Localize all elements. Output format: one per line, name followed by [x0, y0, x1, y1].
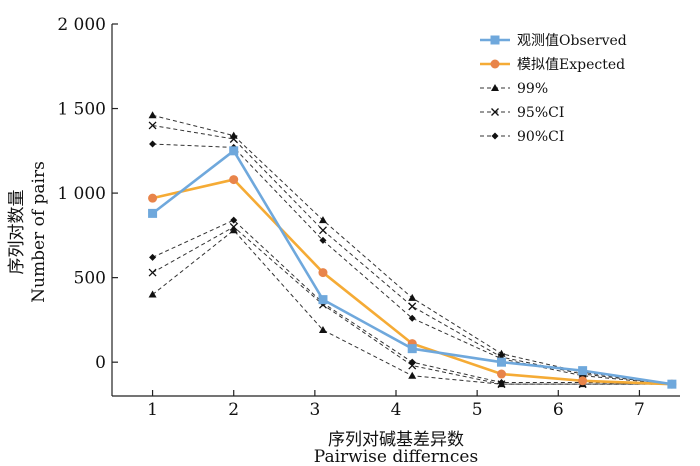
data-point-stroke-b — [319, 226, 327, 235]
legend-item: 95%CI — [480, 105, 564, 121]
legend-swatch-marker — [491, 84, 499, 91]
data-point — [148, 290, 157, 298]
data-point — [667, 379, 677, 389]
y-tick-label: 1 500 — [57, 100, 106, 120]
data-point — [148, 208, 158, 218]
data-point — [230, 216, 238, 224]
legend-item: 观测值Observed — [480, 33, 627, 49]
legend-label: 模拟值Expected — [517, 57, 625, 73]
data-point — [229, 226, 238, 234]
data-point — [408, 293, 417, 301]
x-tick-label: 3 — [309, 400, 320, 420]
data-point — [148, 111, 157, 119]
y-tick-label: 1 000 — [57, 184, 106, 204]
data-point — [229, 175, 239, 185]
data-point — [149, 140, 157, 148]
data-point — [318, 326, 327, 334]
x-tick-label: 1 — [147, 400, 158, 420]
data-point-stroke-b — [148, 121, 157, 130]
data-point — [318, 268, 328, 278]
legend-item: 90%CI — [480, 129, 564, 145]
data-point — [408, 302, 417, 311]
data-point-stroke-b — [148, 268, 157, 277]
legend-label: 99% — [517, 81, 548, 97]
x-axis-title-cn: 序列对碱基差异数 — [328, 430, 464, 450]
y-tick-label: 0 — [95, 353, 106, 373]
data-point — [319, 236, 327, 244]
data-point — [148, 193, 158, 203]
data-point — [149, 253, 157, 261]
data-point — [578, 376, 588, 386]
axes: 0 500 1 000 1 500 2 000 1 2 3 4 5 6 7 — [57, 15, 680, 420]
data-point-stroke-b — [408, 302, 417, 311]
x-tick-label: 2 — [228, 400, 239, 420]
legend-swatch-marker — [490, 35, 500, 45]
series-line — [152, 178, 672, 386]
x-tick-label: 5 — [472, 400, 483, 420]
series-5 — [149, 216, 676, 388]
data-point — [148, 121, 157, 130]
data-point — [407, 344, 417, 354]
data-point — [148, 268, 157, 277]
legend-swatch-marker-stroke-b — [491, 108, 499, 116]
x-tick-label: 4 — [391, 400, 402, 420]
data-point — [408, 371, 417, 379]
legend-label: 95%CI — [517, 105, 564, 121]
series-layer — [148, 111, 677, 389]
data-point — [229, 135, 238, 143]
y-tick-label: 500 — [74, 269, 106, 289]
legend-swatch-marker — [491, 132, 499, 140]
y-tick-label: 2 000 — [57, 15, 106, 35]
x-tick-label: 7 — [634, 400, 645, 420]
data-point — [318, 295, 328, 305]
data-point-stroke-b — [408, 361, 417, 370]
data-point — [497, 380, 506, 388]
data-point — [318, 216, 327, 224]
y-axis-title-en: Number of pairs — [29, 161, 49, 303]
data-point-stroke-b — [229, 135, 238, 143]
data-point — [496, 369, 506, 379]
legend-label: 90%CI — [517, 129, 564, 145]
data-point — [319, 226, 327, 235]
data-point — [496, 357, 506, 367]
data-point — [408, 358, 416, 366]
data-point — [408, 314, 416, 322]
data-point — [229, 146, 239, 156]
series-1 — [148, 175, 677, 389]
data-point — [578, 366, 588, 376]
legend: 观测值Observed 模拟值Expected 99% 95%CI 90%CI — [480, 33, 627, 145]
series-0 — [148, 146, 677, 389]
legend-swatch-marker — [491, 108, 499, 116]
y-axis-title-cn: 序列对数量 — [7, 190, 27, 275]
legend-item: 模拟值Expected — [480, 57, 625, 73]
x-tick-label: 6 — [553, 400, 564, 420]
x-axis-title-en: Pairwise differnces — [314, 447, 478, 466]
legend-label: 观测值Observed — [517, 33, 627, 49]
data-point — [408, 361, 417, 370]
legend-swatch-marker — [490, 59, 500, 69]
legend-item: 99% — [480, 81, 548, 97]
